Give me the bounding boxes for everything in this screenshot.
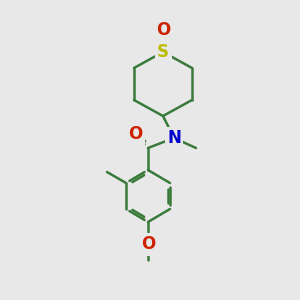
Text: N: N	[167, 129, 181, 147]
Text: O: O	[156, 21, 170, 39]
Text: S: S	[157, 43, 169, 61]
Text: O: O	[141, 235, 155, 253]
Text: O: O	[128, 125, 142, 143]
